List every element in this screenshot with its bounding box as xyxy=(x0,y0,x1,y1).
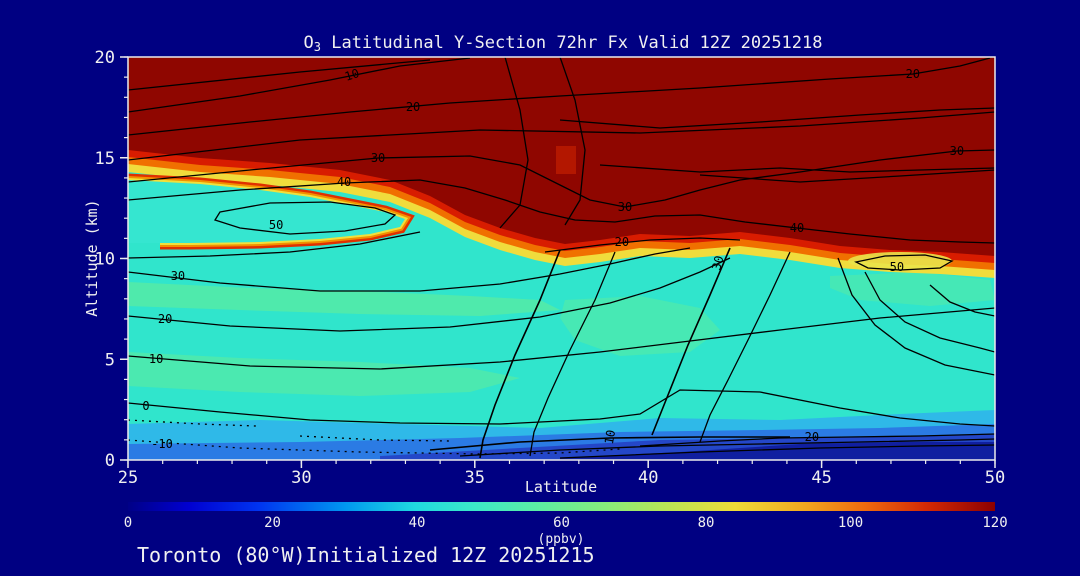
x-tick-label: 50 xyxy=(985,468,1005,488)
title-subscript: 3 xyxy=(314,40,321,54)
init-info-text: Toronto (80°W)Initialized 12Z 20251215 xyxy=(137,543,595,567)
contour-value-label: 30 xyxy=(618,200,632,214)
green-patch xyxy=(830,272,995,306)
contour-value-label: 10 xyxy=(343,66,361,84)
contour-value-label: 40 xyxy=(790,221,804,235)
colorbar-tick-label: 120 xyxy=(982,515,1007,531)
x-tick-label: 40 xyxy=(638,468,658,488)
colorbar-tick-label: 0 xyxy=(124,515,132,531)
contour-labels: 10 20 30 40 50 20 30 30 20 40 50 30 30 20 10 0 -10 10 20 xyxy=(142,66,964,451)
low-ozone-pocket xyxy=(128,180,405,243)
contour-value-label: 30 xyxy=(709,254,726,272)
contour-fill-layer: 10 20 30 40 50 20 30 30 20 40 50 30 30 20 10 0 -10 10 20 xyxy=(128,57,995,460)
colorbar-tick-label: 60 xyxy=(553,515,570,531)
x-tick-label: 45 xyxy=(811,468,831,488)
contour-value-label: 10 xyxy=(602,429,618,446)
title-text: Latitudinal Y-Section 72hr Fx Valid 12Z … xyxy=(321,33,823,53)
contour-value-label: 0 xyxy=(142,399,149,413)
green-patch xyxy=(128,282,560,316)
y-tick-label: 15 xyxy=(95,149,115,169)
contour-value-label: 20 xyxy=(805,430,819,444)
x-tick-label: 30 xyxy=(291,468,311,488)
contour-value-label: 50 xyxy=(890,260,904,274)
x-axis-title: Latitude xyxy=(525,478,597,496)
contour-value-label: 20 xyxy=(906,67,920,81)
dotted-negative-contour xyxy=(299,435,451,442)
x-tick-label: 35 xyxy=(465,468,485,488)
colorbar-tick-label: 20 xyxy=(264,515,281,531)
bright-red-patch xyxy=(556,146,576,174)
contour-value-label: -10 xyxy=(151,437,173,451)
contour-value-label: 10 xyxy=(149,352,163,366)
y-tick-label: 10 xyxy=(95,250,115,270)
contour-value-label: 40 xyxy=(337,175,351,189)
green-patch xyxy=(128,352,520,396)
contour-value-label: 20 xyxy=(158,312,172,326)
x-tick-label: 25 xyxy=(118,468,138,488)
contour-value-label: 20 xyxy=(406,100,420,114)
colorbar xyxy=(128,502,995,511)
y-tick-label: 20 xyxy=(95,48,115,68)
contour-value-label: 30 xyxy=(171,269,185,283)
colorbar-unit-label: (ppbv) xyxy=(538,532,585,547)
contour-value-label: 50 xyxy=(269,218,283,232)
y-axis-title: Altitude (km) xyxy=(83,199,101,316)
right-yellow-patch xyxy=(848,252,952,270)
contour-value-label: 30 xyxy=(371,151,385,165)
dotted-negative-contour xyxy=(128,439,621,455)
x-axis: 25 30 35 40 45 50 xyxy=(118,460,1005,488)
colorbar-tick-label: 100 xyxy=(838,515,863,531)
colorbar-tick-label: 80 xyxy=(698,515,715,531)
colorbar-tick-label: 40 xyxy=(409,515,426,531)
contour-lines-layer xyxy=(128,57,995,459)
y-tick-label: 5 xyxy=(105,350,115,370)
green-patch xyxy=(560,296,720,356)
y-tick-label: 0 xyxy=(105,451,115,471)
title-element-symbol: O xyxy=(304,33,314,53)
contour-value-label: 20 xyxy=(615,235,629,249)
contour-value-label: 30 xyxy=(950,144,964,158)
plot-title: O3 Latitudinal Y-Section 72hr Fx Valid 1… xyxy=(304,33,823,54)
colorbar-tick-labels: 0 20 40 60 80 100 120 xyxy=(124,515,1008,531)
y-axis: 0 5 10 15 20 xyxy=(95,48,128,471)
